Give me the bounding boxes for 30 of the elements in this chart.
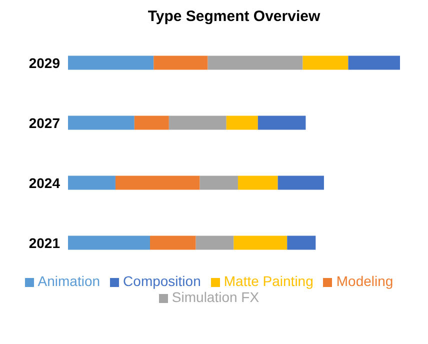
bar (134, 116, 169, 130)
y-tick-label: 2027 (28, 114, 60, 131)
y-tick-label: 2024 (28, 174, 60, 191)
chart-title: Type Segment Overview (146, 8, 322, 25)
legend-label: Matte Painting (224, 273, 314, 289)
legend-label: Composition (123, 273, 201, 289)
legend-label: Animation (38, 273, 100, 289)
bar (208, 56, 303, 70)
bar (302, 56, 348, 70)
bar (68, 116, 134, 130)
bar (154, 56, 208, 70)
bar (196, 236, 234, 250)
bar (115, 176, 200, 190)
bar (200, 176, 238, 190)
legend-label: Modeling (336, 273, 394, 289)
bar (348, 56, 400, 70)
bar (258, 116, 306, 130)
bar (234, 236, 288, 250)
bar (150, 236, 196, 250)
bar (226, 116, 258, 130)
y-tick-label: 2029 (28, 54, 60, 71)
bar (278, 176, 324, 190)
bar (168, 116, 226, 130)
bar (68, 176, 116, 190)
bar (238, 176, 278, 190)
y-tick-label: 2021 (28, 234, 60, 251)
legend-label: Simulation FX (172, 289, 260, 305)
bar (68, 56, 154, 70)
bar (287, 236, 316, 250)
bar (68, 236, 150, 250)
